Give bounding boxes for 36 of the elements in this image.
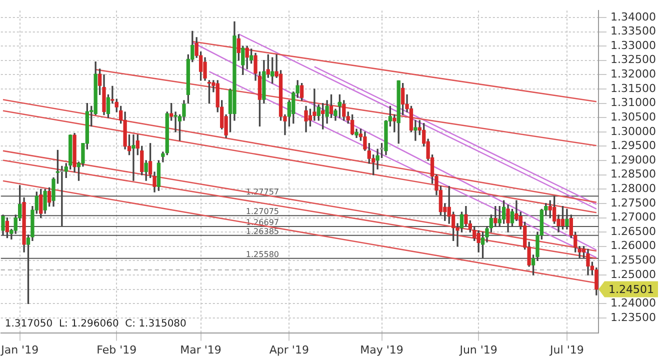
- y-tick-label: 1.34000: [610, 10, 656, 24]
- ref-line-label: 1.27075: [246, 207, 280, 216]
- x-tick-label: May '19: [360, 343, 404, 356]
- y-tick-label: 1.26500: [610, 224, 656, 238]
- candlestick: [414, 120, 418, 141]
- y-tick-label: 1.30000: [610, 124, 656, 138]
- y-tick-label: 1.25500: [610, 254, 656, 267]
- y-tick-label: 1.27000: [610, 210, 656, 224]
- y-tick-label: 1.24000: [610, 296, 656, 310]
- y-tick-label: 1.28000: [610, 182, 656, 196]
- text: 1.24501: [608, 283, 654, 296]
- x-tick-label: Jan '19: [0, 343, 39, 356]
- x-tick-label: Jun '19: [458, 343, 498, 356]
- ref-line-label: 1.27757: [246, 188, 280, 197]
- y-tick-label: 1.32500: [610, 53, 656, 66]
- x-tick-label: Jul '19: [549, 343, 584, 356]
- y-tick-label: 1.27500: [610, 196, 656, 210]
- y-tick-label: 1.29500: [610, 139, 656, 152]
- x-tick-label: Apr '19: [269, 343, 309, 356]
- y-tick-label: 1.28500: [610, 168, 656, 181]
- y-tick-label: 1.31000: [610, 96, 656, 110]
- y-tick-label: 1.23500: [610, 310, 656, 324]
- candlestick: [132, 134, 136, 181]
- ref-line-label: 1.25580: [246, 250, 280, 259]
- x-tick-label: Feb '19: [96, 343, 137, 356]
- x-tick-label: Mar '19: [180, 343, 222, 356]
- y-tick-label: 1.29000: [610, 153, 656, 166]
- y-tick-label: 1.26000: [610, 239, 656, 252]
- ref-line-label: 1.26385: [246, 226, 280, 236]
- y-tick-label: 1.33500: [610, 24, 656, 38]
- annotation: 1.317050 L: 1.296060 C: 1.315080: [4, 318, 186, 330]
- y-tick-label: 1.31500: [610, 82, 656, 95]
- y-tick-label: 1.32000: [610, 68, 656, 81]
- y-tick-label: 1.33000: [610, 38, 656, 52]
- y-tick-label: 1.30500: [610, 110, 656, 124]
- y-tick-label: 1.25000: [610, 268, 656, 281]
